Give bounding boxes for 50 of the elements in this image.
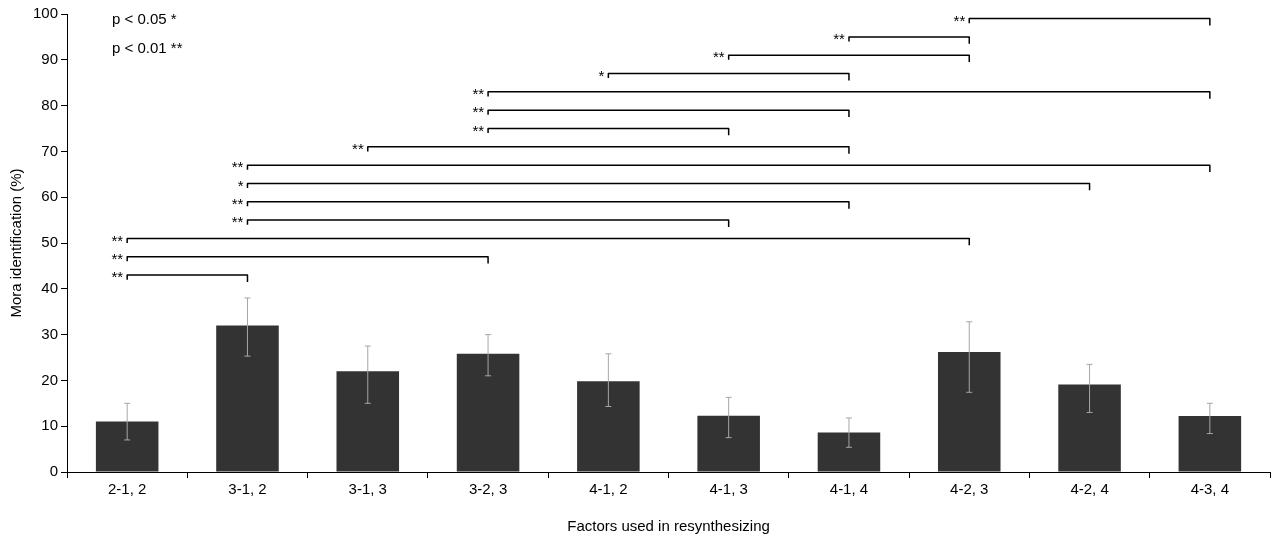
bar bbox=[216, 325, 279, 472]
y-tick-label: 100 bbox=[33, 4, 59, 22]
x-tick-label: 4-1, 3 bbox=[709, 480, 748, 498]
y-tick-label: 30 bbox=[41, 324, 59, 342]
annotation: p < 0.01 ** bbox=[112, 39, 183, 57]
x-tick-label: 3-1, 3 bbox=[348, 480, 387, 498]
y-tick-label: 80 bbox=[41, 95, 59, 113]
y-tick-label: 0 bbox=[49, 462, 59, 480]
bar bbox=[95, 421, 159, 472]
annotation: ** bbox=[472, 85, 485, 102]
annotation: ** bbox=[231, 194, 244, 212]
annotation: ** bbox=[111, 231, 124, 249]
y-tick-label: 70 bbox=[41, 141, 59, 159]
annotation: ** bbox=[231, 213, 244, 231]
y-tick-label: 20 bbox=[41, 370, 59, 388]
x-tick-label: 2-1, 2 bbox=[108, 480, 147, 498]
bar bbox=[697, 415, 760, 472]
annotation: ** bbox=[111, 268, 124, 286]
annotation: ** bbox=[712, 48, 725, 66]
x-tick-label: 3-1, 2 bbox=[228, 480, 267, 498]
annotation: ** bbox=[111, 249, 124, 267]
bar bbox=[817, 432, 881, 472]
x-tick-label: 4-3, 4 bbox=[1190, 480, 1230, 498]
annotation: * bbox=[598, 66, 605, 84]
annotation: ** bbox=[231, 158, 244, 176]
annotation: * bbox=[237, 176, 244, 194]
y-tick-label: 40 bbox=[41, 278, 59, 296]
annotation: ** bbox=[953, 11, 966, 29]
y-tick-label: 50 bbox=[41, 233, 59, 251]
annotation: ** bbox=[833, 30, 846, 48]
bar bbox=[1058, 384, 1121, 472]
x-tick-label: 3-2, 3 bbox=[468, 480, 508, 498]
bar bbox=[1178, 416, 1242, 472]
y-tick-label: 60 bbox=[41, 187, 59, 205]
bar bbox=[577, 381, 640, 472]
annotation: ** bbox=[472, 121, 485, 139]
annotation: ** bbox=[352, 139, 364, 157]
bar bbox=[336, 371, 400, 472]
bar bbox=[937, 352, 1001, 472]
annotation: ** bbox=[472, 103, 485, 121]
x-tick-label: 4-1, 4 bbox=[829, 480, 869, 498]
bar bbox=[456, 353, 520, 472]
annotation: p < 0.05 * bbox=[112, 10, 177, 28]
x-axis-title: Factors used in resynthesizing bbox=[567, 517, 770, 535]
x-tick-label: 4-2, 3 bbox=[950, 480, 989, 498]
y-tick-label: 10 bbox=[41, 416, 59, 434]
x-tick-label: 4-1, 2 bbox=[589, 480, 628, 498]
x-tick-label: 4-2, 4 bbox=[1070, 480, 1109, 498]
y-tick-label: 90 bbox=[41, 49, 59, 67]
y-axis-title: Mora identification (%) bbox=[7, 168, 25, 318]
